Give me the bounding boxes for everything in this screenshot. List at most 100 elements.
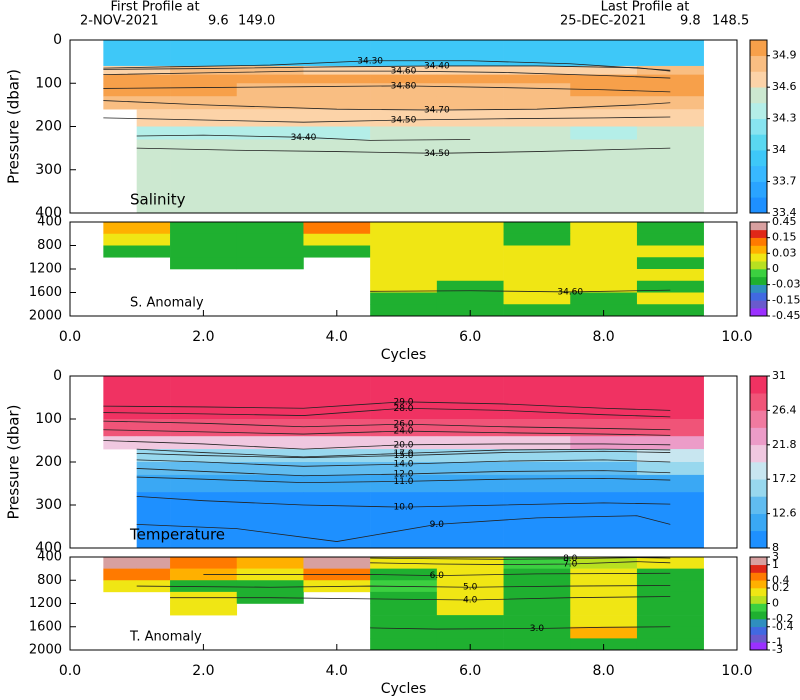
contour-label: 34.60 [557, 287, 583, 297]
heatmap-cell [636, 436, 704, 450]
heatmap-cell [636, 233, 704, 246]
heatmap-cell [503, 222, 571, 235]
y-tick-label: 2000 [29, 309, 62, 324]
heatmap-cell [103, 419, 137, 437]
y-tick-label: 1600 [29, 285, 62, 300]
heatmap-cell [636, 280, 704, 293]
heatmap-cell [236, 65, 304, 75]
colorbar-band [750, 253, 767, 262]
heatmap-cell [570, 615, 638, 628]
heatmap-cell [636, 462, 704, 476]
heatmap-cell [170, 233, 238, 246]
heatmap-cell [436, 126, 504, 140]
colorbar-tick-label: 31 [772, 369, 786, 382]
heatmap-cell [136, 109, 171, 127]
colorbar-band [750, 308, 767, 317]
heatmap-cell [303, 233, 371, 246]
heatmap-cell [370, 152, 438, 214]
heatmap-cell [636, 449, 704, 463]
heatmap-cell [570, 233, 638, 246]
colorbar-tick-label: 33.4 [772, 206, 797, 219]
heatmap-cell [303, 65, 371, 75]
heatmap-cell [503, 139, 571, 153]
heatmap-cell [370, 638, 438, 651]
x-tick-label: 6.0 [459, 329, 481, 345]
y-tick-label: 2000 [29, 643, 62, 658]
colorbar-tick-label: 0 [772, 597, 779, 610]
panel-label: Salinity [130, 191, 186, 209]
heatmap-cell [370, 419, 438, 437]
colorbar-band [750, 261, 767, 270]
heatmap-cell [236, 152, 304, 214]
heatmap-cell [103, 74, 137, 84]
heatmap-cell [503, 257, 571, 270]
heatmap-cell [436, 65, 504, 75]
contour-line [136, 585, 671, 588]
heatmap-cell [236, 492, 304, 549]
header-text: 149.0 [238, 14, 275, 29]
heatmap-cell [503, 419, 571, 437]
heatmap-cell [436, 591, 504, 604]
panel-label: T. Anomaly [129, 630, 202, 645]
heatmap-cell [370, 74, 438, 84]
heatmap-cell [436, 83, 504, 97]
heatmap-cell [236, 83, 304, 97]
heatmap-cell [436, 292, 504, 305]
contour-label: 34.60 [391, 67, 417, 77]
y-tick-label: 100 [35, 411, 62, 427]
heatmap-cell [503, 83, 571, 97]
heatmap-cell [303, 83, 371, 97]
contour-label: 7.0 [563, 559, 578, 569]
colorbar-band [750, 611, 767, 620]
colorbar-frame [749, 39, 768, 214]
heatmap-cell [103, 40, 137, 67]
x-axis-label: Cycles [381, 681, 427, 697]
y-tick-label: 400 [37, 215, 62, 230]
contour-line [103, 429, 671, 436]
heatmap-cell [370, 233, 438, 246]
contour-line [103, 70, 671, 79]
heatmap-cell [303, 492, 371, 549]
colorbar-band [750, 237, 767, 246]
heatmap-cell [370, 376, 438, 420]
heatmap-cell [236, 109, 304, 127]
contour-line [136, 476, 671, 484]
heatmap-cell [636, 65, 704, 75]
heatmap-cell [503, 436, 571, 450]
heatmap-cell [570, 222, 638, 235]
heatmap-cell [103, 557, 137, 569]
heatmap-cell [236, 40, 304, 67]
y-tick-label: 300 [35, 162, 62, 178]
heatmap-cell [136, 152, 171, 214]
contour-line [103, 100, 671, 111]
colorbar-band [750, 118, 767, 135]
heatmap-cell [436, 626, 504, 639]
heatmap-cell [503, 492, 571, 549]
heatmap-cell [503, 304, 571, 317]
heatmap-cell [636, 638, 704, 651]
heatmap-cell [370, 462, 438, 476]
heatmap-cell [170, 474, 238, 493]
heatmap-cell [436, 152, 504, 214]
colorbar-band [750, 572, 767, 581]
heatmap-cell [170, 580, 238, 593]
header-text: 9.8 [680, 14, 701, 29]
heatmap-cell [236, 557, 304, 569]
heatmap-cell [370, 292, 438, 305]
colorbar-tick-label: 0.2 [772, 581, 790, 594]
colorbar-band [750, 87, 767, 104]
x-tick-label: 4.0 [326, 329, 348, 345]
heatmap-cell [370, 40, 438, 67]
heatmap-cell [570, 269, 638, 282]
heatmap-cell [136, 245, 171, 258]
y-tick-label: 800 [37, 573, 62, 588]
heatmap-cell [503, 603, 571, 616]
heatmap-cell [170, 222, 238, 235]
colorbar-band [750, 71, 767, 88]
heatmap-cell [503, 126, 571, 140]
contour-label: 9.0 [430, 520, 445, 530]
heatmap-cell [503, 245, 571, 258]
heatmap-cell [136, 449, 171, 463]
heatmap-cell [370, 615, 438, 628]
colorbar-tick-label: 0.45 [772, 215, 797, 228]
